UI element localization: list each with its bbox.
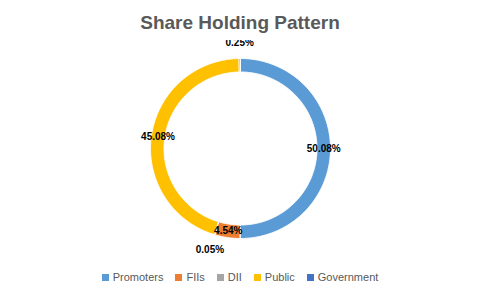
svg-text:0.05%: 0.05% <box>196 244 224 255</box>
html-text:Government: Government <box>317 271 379 283</box>
svg-text:4.54%: 4.54% <box>214 225 242 236</box>
svg-text:45.08%: 45.08% <box>141 131 175 142</box>
html-text:Promoters: Promoters <box>112 271 164 283</box>
svg-text:0.25%: 0.25% <box>225 40 253 48</box>
html-text:Public: Public <box>264 271 295 283</box>
html-text:Share Holding Pattern: Share Holding Pattern <box>140 12 340 33</box>
html-text:DII: DII <box>227 271 242 283</box>
svg-text:50.08%: 50.08% <box>307 143 341 154</box>
html-text:FIIs: FIIs <box>186 271 205 283</box>
